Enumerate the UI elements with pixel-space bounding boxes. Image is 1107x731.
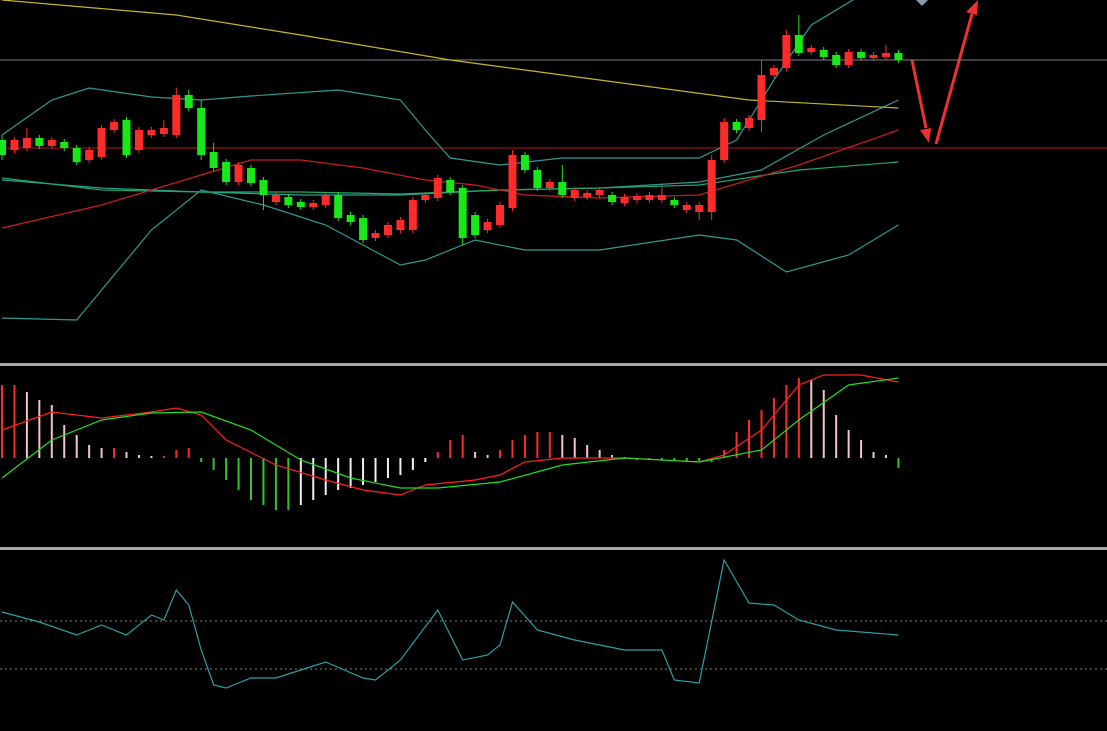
candle-body <box>894 53 903 60</box>
candle-body <box>408 200 417 230</box>
candle-body <box>620 197 629 203</box>
candle-body <box>147 130 156 135</box>
candle-body <box>857 52 866 58</box>
candle-body <box>309 203 318 207</box>
candle-body <box>757 75 766 120</box>
candle-body <box>234 165 243 182</box>
candle-body <box>396 220 405 230</box>
candle-body <box>222 162 231 182</box>
arrow-head <box>920 128 931 143</box>
arrow-head <box>966 0 978 15</box>
candle-body <box>657 195 666 200</box>
candle-body <box>0 140 6 155</box>
candle-body <box>732 122 741 130</box>
candle-body <box>184 95 193 108</box>
candle-body <box>110 122 119 130</box>
candle-body <box>284 197 293 205</box>
candle-body <box>807 48 816 52</box>
candle-body <box>508 155 517 208</box>
marker <box>916 0 928 6</box>
candle-body <box>819 50 828 57</box>
candle-body <box>670 200 679 205</box>
candle-body <box>496 205 505 225</box>
candle-body <box>47 140 56 146</box>
candle-body <box>421 195 430 200</box>
indicator-line <box>1 0 899 109</box>
candle-body <box>720 122 729 160</box>
candle-body <box>259 180 268 195</box>
panel <box>0 0 1107 321</box>
arrow-down <box>910 59 928 129</box>
candle-body <box>359 218 368 240</box>
candle-body <box>869 55 878 58</box>
candle-body <box>632 196 641 200</box>
indicator-line <box>1 189 899 321</box>
candle-body <box>209 152 218 168</box>
candle-body <box>483 222 492 230</box>
candle-body <box>383 225 392 235</box>
arrows <box>910 0 978 145</box>
candle-body <box>707 160 716 212</box>
candle-body <box>769 68 778 75</box>
candle-body <box>10 140 19 150</box>
candle-body <box>433 178 442 198</box>
candle-body <box>881 53 890 57</box>
candle-body <box>520 155 529 170</box>
candle-body <box>159 128 168 134</box>
candle-body <box>72 148 81 162</box>
panel <box>0 374 900 510</box>
candle-body <box>346 215 355 222</box>
arrow-up <box>934 13 974 145</box>
candle-body <box>172 95 181 135</box>
candle-body <box>533 170 542 188</box>
candle-body <box>122 120 131 155</box>
candle-body <box>247 168 256 183</box>
candle-body <box>446 180 455 192</box>
candle-body <box>545 182 554 188</box>
candle-body <box>832 55 841 65</box>
candle-body <box>645 195 654 200</box>
candle-body <box>570 190 579 198</box>
candle-body <box>682 205 691 210</box>
candle-body <box>371 233 380 238</box>
candle-body <box>334 195 343 218</box>
candle-body <box>745 118 754 128</box>
panel <box>0 558 1107 689</box>
candle-body <box>695 205 704 212</box>
indicator-line <box>1 129 899 229</box>
indicator-line <box>1 558 899 689</box>
candle-body <box>35 138 44 146</box>
candle-body <box>458 188 467 238</box>
candle-body <box>583 193 592 197</box>
candle-body <box>271 195 280 202</box>
candle-body <box>471 215 480 235</box>
candle-body <box>97 128 106 157</box>
candle-body <box>794 35 803 53</box>
candle-body <box>85 150 94 160</box>
candle-body <box>558 182 567 195</box>
candle-body <box>844 52 853 65</box>
indicator-line <box>1 374 899 496</box>
indicator-line <box>1 377 899 489</box>
candle-body <box>608 195 617 202</box>
candle-body <box>321 195 330 205</box>
candle-body <box>197 108 206 155</box>
candle-body <box>595 190 604 195</box>
candle-body <box>134 130 143 150</box>
candle-body <box>60 142 69 148</box>
candle-body <box>782 35 791 68</box>
candle-body <box>296 202 305 207</box>
candle-body <box>22 138 31 148</box>
